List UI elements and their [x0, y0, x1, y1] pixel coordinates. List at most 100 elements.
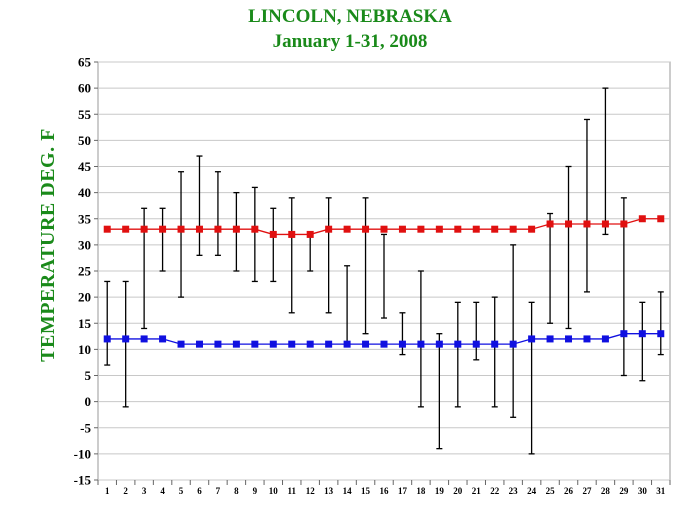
y-tick-label: -15 — [74, 473, 92, 488]
series-point-0 — [472, 225, 480, 233]
x-tick-label: 5 — [179, 486, 184, 496]
series-point-0 — [288, 230, 296, 238]
x-tick-label: 2 — [123, 486, 128, 496]
series-point-0 — [306, 230, 314, 238]
series-point-0 — [103, 225, 111, 233]
series-point-1 — [177, 340, 185, 348]
y-tick-label: 35 — [78, 211, 92, 226]
y-tick-label: 55 — [78, 107, 92, 122]
series-point-0 — [454, 225, 462, 233]
series-point-0 — [620, 220, 628, 228]
x-tick-label: 30 — [638, 486, 648, 496]
y-tick-label: 65 — [78, 55, 92, 70]
series-point-0 — [435, 225, 443, 233]
x-tick-label: 19 — [435, 486, 445, 496]
x-tick-label: 24 — [527, 486, 537, 496]
y-tick-label: -5 — [80, 420, 91, 435]
series-point-1 — [472, 340, 480, 348]
series-point-1 — [657, 330, 665, 338]
x-tick-label: 21 — [472, 486, 482, 496]
series-point-0 — [269, 230, 277, 238]
series-point-0 — [122, 225, 130, 233]
series-point-1 — [620, 330, 628, 338]
series-point-1 — [325, 340, 333, 348]
chart-subtitle: January 1-31, 2008 — [272, 31, 428, 52]
series-point-1 — [509, 340, 517, 348]
series-point-0 — [565, 220, 573, 228]
y-tick-label: 50 — [78, 133, 91, 148]
x-tick-label: 6 — [197, 486, 202, 496]
x-tick-label: 17 — [398, 486, 408, 496]
series-point-0 — [417, 225, 425, 233]
series-point-1 — [601, 335, 609, 343]
x-tick-label: 9 — [253, 486, 258, 496]
series-point-1 — [232, 340, 240, 348]
x-tick-label: 23 — [509, 486, 519, 496]
y-tick-label: 30 — [78, 237, 91, 252]
series-point-0 — [528, 225, 536, 233]
x-tick-label: 22 — [490, 486, 500, 496]
y-tick-label: 40 — [78, 185, 91, 200]
series-point-1 — [491, 340, 499, 348]
y-tick-label: 15 — [78, 316, 92, 331]
series-point-0 — [601, 220, 609, 228]
series-point-0 — [251, 225, 259, 233]
series-point-1 — [638, 330, 646, 338]
series-point-0 — [491, 225, 499, 233]
x-tick-label: 3 — [142, 486, 147, 496]
x-tick-label: 14 — [343, 486, 353, 496]
y-tick-label: 25 — [78, 264, 92, 279]
x-tick-label: 1 — [105, 486, 110, 496]
series-point-1 — [454, 340, 462, 348]
series-point-1 — [362, 340, 370, 348]
series-point-0 — [398, 225, 406, 233]
x-tick-label: 25 — [546, 486, 556, 496]
y-tick-label: 10 — [78, 342, 91, 357]
series-point-1 — [343, 340, 351, 348]
series-point-0 — [638, 215, 646, 223]
series-point-1 — [214, 340, 222, 348]
series-point-0 — [159, 225, 167, 233]
series-point-1 — [269, 340, 277, 348]
x-tick-label: 12 — [306, 486, 316, 496]
x-tick-label: 29 — [619, 486, 629, 496]
x-tick-label: 27 — [582, 486, 592, 496]
series-point-0 — [380, 225, 388, 233]
y-tick-label: 60 — [78, 81, 91, 96]
series-point-0 — [343, 225, 351, 233]
series-point-0 — [657, 215, 665, 223]
series-point-1 — [583, 335, 591, 343]
x-tick-label: 7 — [216, 486, 221, 496]
x-tick-label: 15 — [361, 486, 371, 496]
chart-title: LINCOLN, NEBRASKA — [248, 6, 452, 27]
series-point-1 — [435, 340, 443, 348]
series-point-0 — [362, 225, 370, 233]
y-tick-label: 0 — [85, 394, 92, 409]
x-tick-label: 10 — [269, 486, 279, 496]
series-point-1 — [528, 335, 536, 343]
x-tick-label: 11 — [287, 486, 296, 496]
series-point-0 — [140, 225, 148, 233]
series-point-0 — [325, 225, 333, 233]
y-tick-label: -10 — [74, 446, 91, 461]
series-point-0 — [214, 225, 222, 233]
series-point-0 — [546, 220, 554, 228]
series-point-1 — [159, 335, 167, 343]
series-point-1 — [195, 340, 203, 348]
series-point-0 — [177, 225, 185, 233]
x-tick-label: 28 — [601, 486, 611, 496]
series-point-1 — [417, 340, 425, 348]
series-point-0 — [583, 220, 591, 228]
y-tick-label: 20 — [78, 290, 91, 305]
x-tick-label: 13 — [324, 486, 334, 496]
series-point-1 — [398, 340, 406, 348]
x-tick-label: 20 — [453, 486, 463, 496]
series-point-1 — [380, 340, 388, 348]
series-point-1 — [546, 335, 554, 343]
x-tick-label: 4 — [160, 486, 165, 496]
series-point-0 — [509, 225, 517, 233]
series-point-1 — [140, 335, 148, 343]
x-tick-label: 16 — [380, 486, 390, 496]
